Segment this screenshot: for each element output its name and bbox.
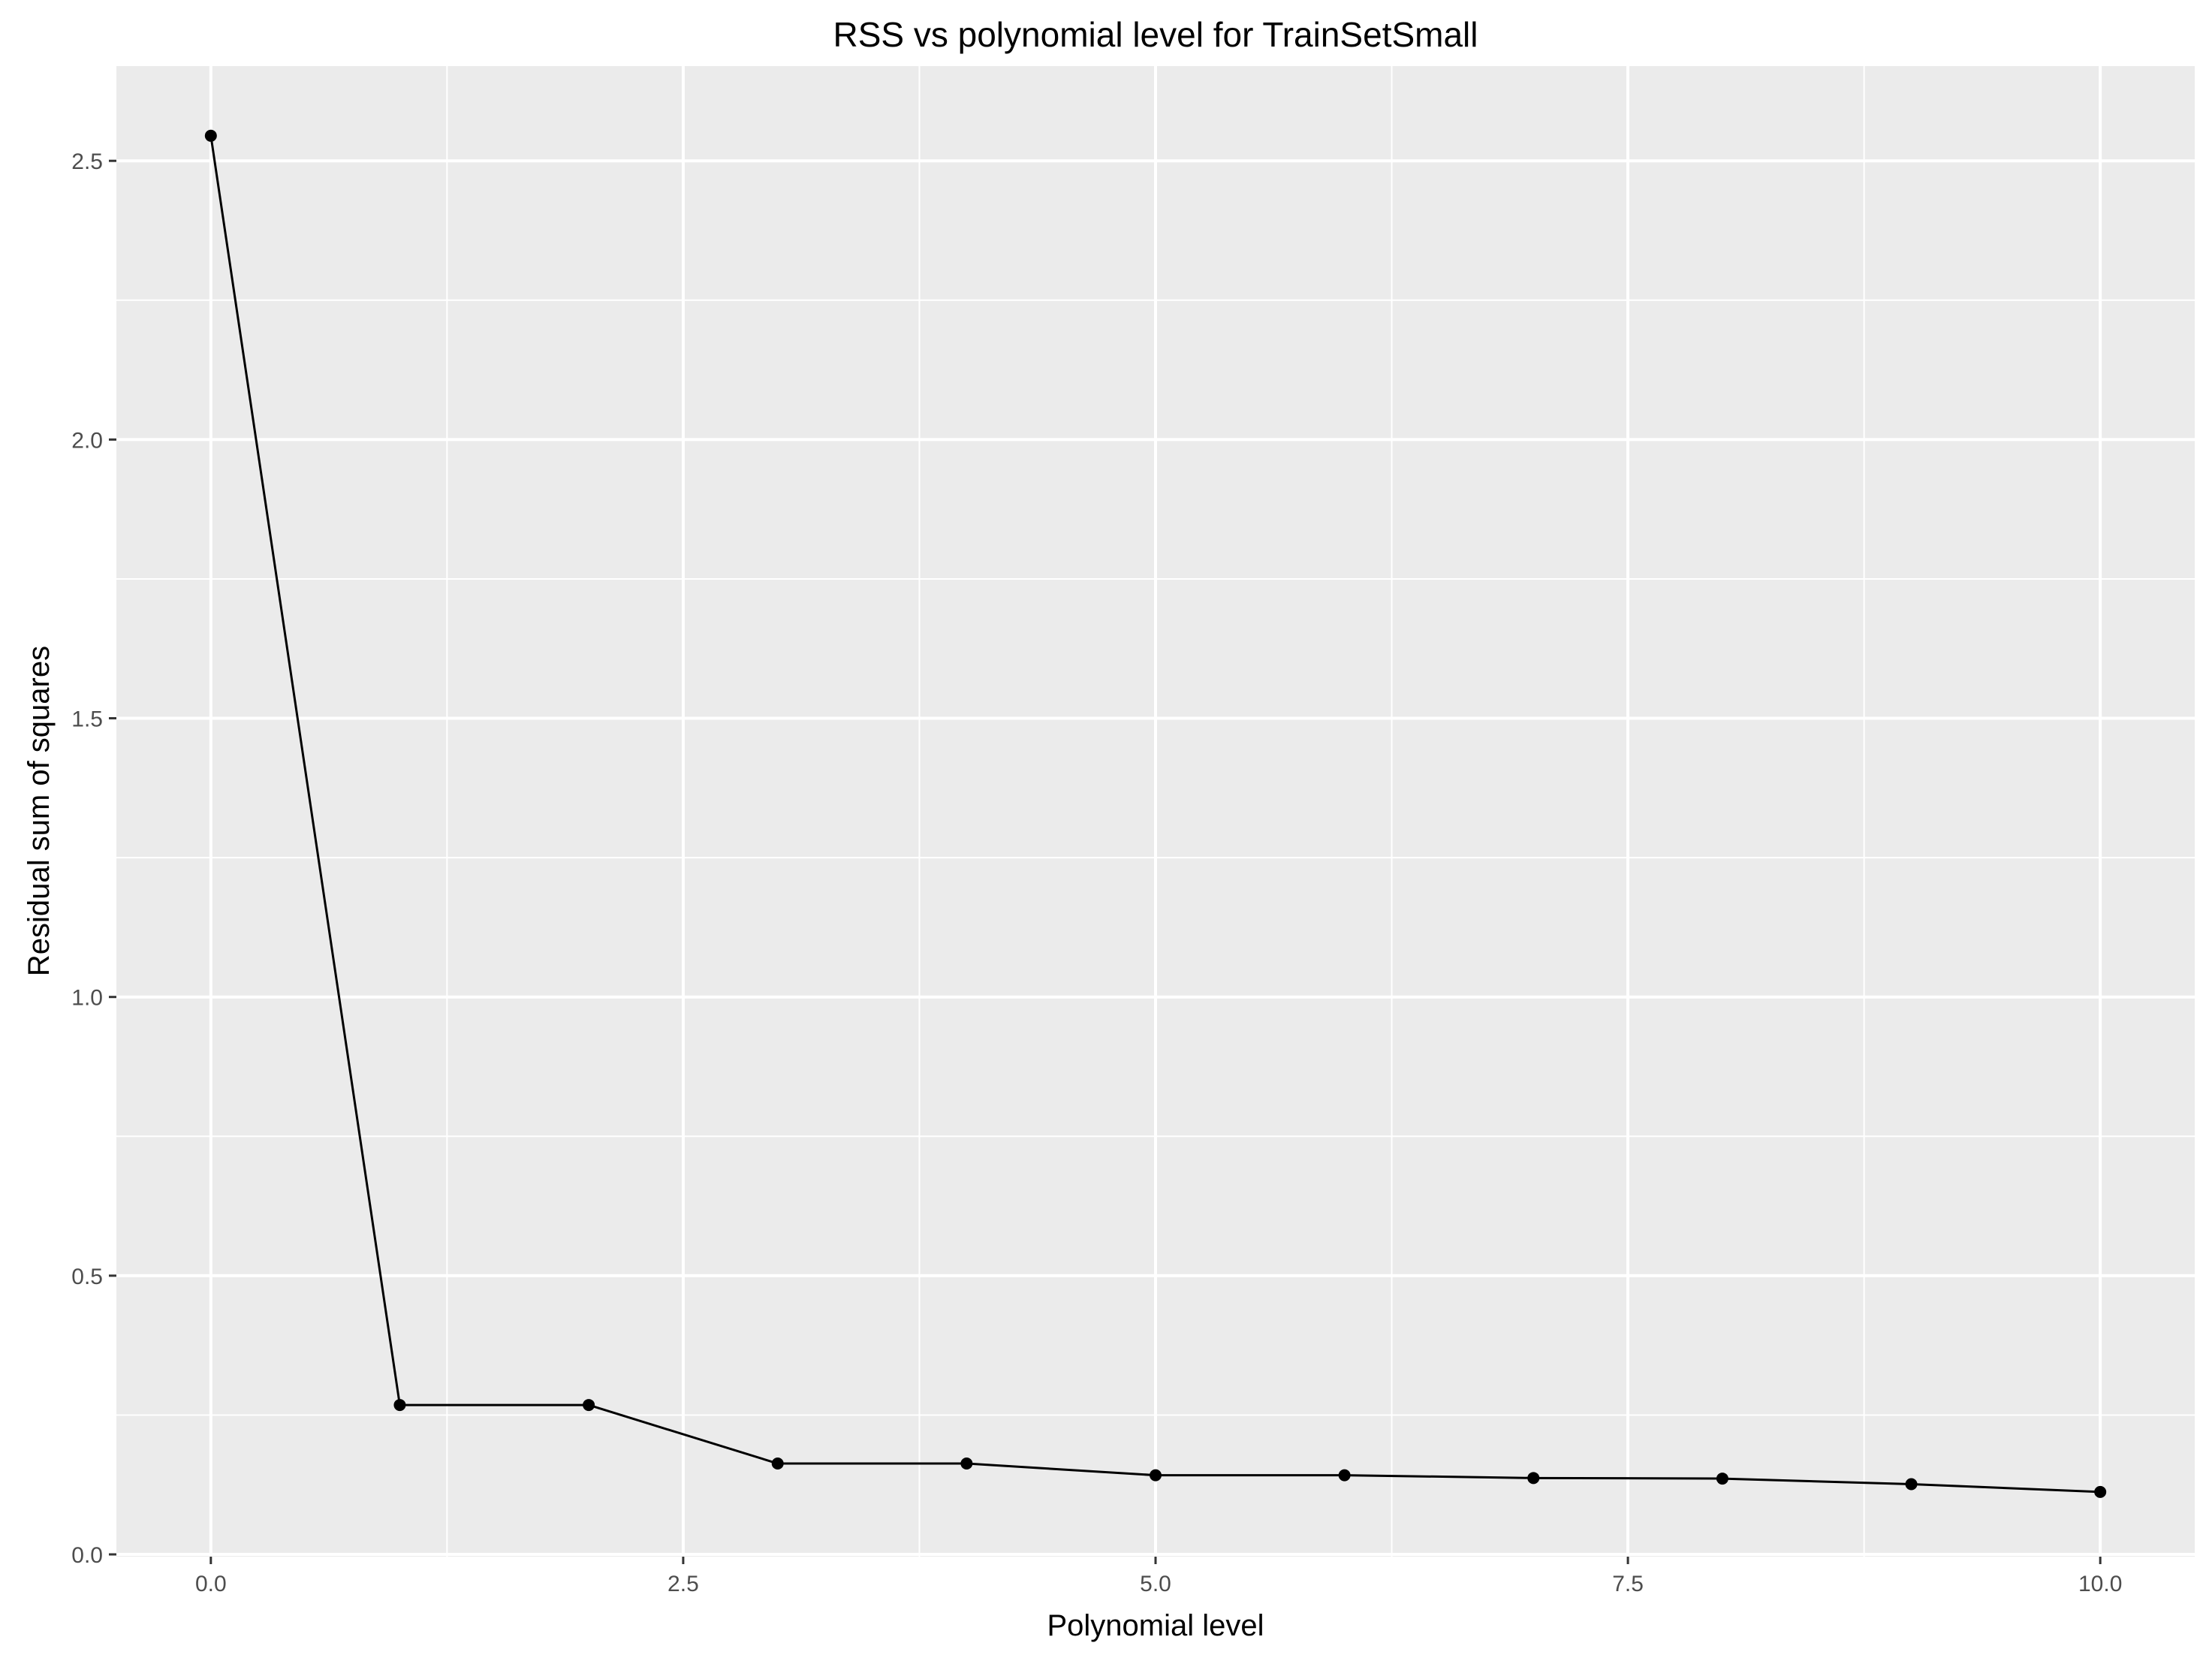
y-tick-label: 0.5: [71, 1265, 103, 1289]
data-point: [204, 129, 217, 142]
data-point: [1716, 1473, 1728, 1485]
data-point: [1338, 1469, 1351, 1482]
data-point: [960, 1458, 973, 1470]
x-axis-label: Polynomial level: [1047, 1609, 1264, 1642]
series-layer: [204, 129, 2107, 1498]
data-point: [583, 1399, 595, 1412]
x-tick-label: 0.0: [195, 1572, 227, 1596]
x-tick-label: 10.0: [2078, 1572, 2122, 1596]
data-point: [1527, 1472, 1540, 1485]
y-tick-labels: 0.0 0.5 1.0 1.5 2.0 2.5: [71, 149, 103, 1568]
data-point: [393, 1399, 406, 1412]
major-gridlines: [116, 66, 2195, 1557]
x-tick-label: 7.5: [1612, 1572, 1644, 1596]
x-tick-labels: 0.0 2.5 5.0 7.5 10.0: [195, 1572, 2122, 1596]
y-tick-label: 2.0: [71, 428, 103, 453]
y-tick-label: 1.5: [71, 707, 103, 732]
x-tick-label: 5.0: [1140, 1572, 1171, 1596]
y-axis-label: Residual sum of squares: [23, 646, 56, 976]
x-tick-label: 2.5: [668, 1572, 699, 1596]
data-point: [1150, 1469, 1162, 1482]
y-tick-label: 1.0: [71, 986, 103, 1011]
axis-ticks: [109, 159, 2102, 1564]
data-point: [771, 1458, 784, 1470]
data-point: [2094, 1485, 2107, 1498]
chart-title: RSS vs polynomial level for TrainSetSmal…: [833, 15, 1478, 54]
y-tick-label: 2.5: [71, 149, 103, 174]
y-tick-label: 0.0: [71, 1543, 103, 1568]
data-point: [1905, 1478, 1918, 1491]
